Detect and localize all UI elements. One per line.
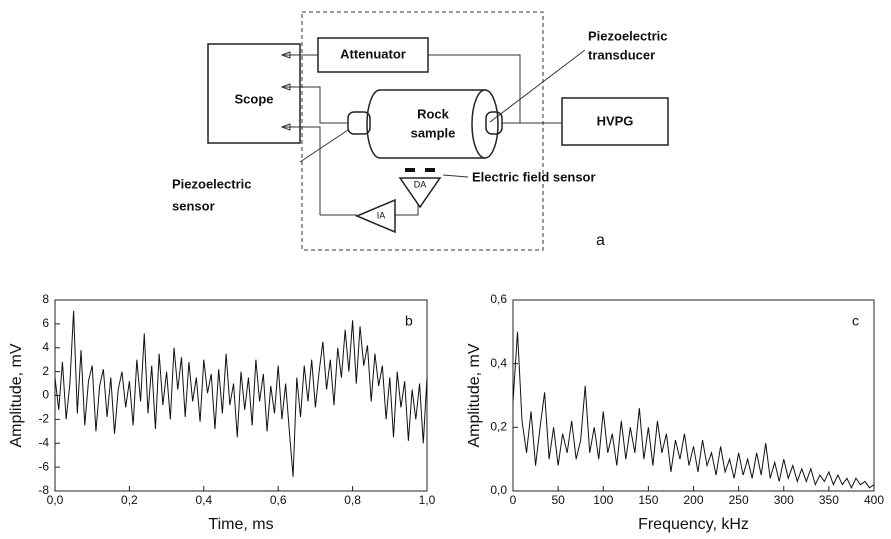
y-tick-label: -6 (38, 459, 49, 473)
x-tick-label: 0,6 (270, 493, 287, 507)
y-tick-label: -8 (38, 483, 49, 497)
wires (282, 54, 562, 216)
setup-diagram: Attenuator Scope Rock sample Piezoelectr… (172, 11, 669, 251)
ia-triangle (355, 198, 396, 234)
y-tick-label: -2 (38, 412, 49, 426)
ia-label: IA (377, 210, 386, 220)
field-sensor-label: Electric field sensor (472, 169, 596, 184)
arrows (280, 51, 291, 131)
scope-box (207, 43, 301, 144)
rock-cylinder-edge (471, 89, 486, 159)
x-tick-label: 200 (683, 493, 703, 507)
electrode (405, 168, 415, 172)
rock-label: Rock (417, 106, 450, 121)
x-tick-label: 300 (774, 493, 794, 507)
y-tick-label: 0 (42, 388, 49, 402)
y-tick-label: -4 (38, 435, 49, 449)
hvpg-label: HVPG (597, 113, 634, 128)
x-tick-label: 0,8 (344, 493, 361, 507)
da-label: DA (414, 179, 427, 189)
x-tick-label: 150 (638, 493, 658, 507)
attenuator-label: Attenuator (340, 46, 406, 61)
x-tick-label: 0,4 (195, 493, 212, 507)
signal-line (512, 331, 875, 489)
transducer-label: Piezoelectric (588, 28, 668, 43)
x-tick-label: 50 (551, 493, 565, 507)
sensor-label: sensor (172, 198, 215, 213)
electrode (425, 168, 435, 172)
y-tick-label: 8 (42, 292, 49, 306)
transducer-label: transducer (588, 47, 655, 62)
y-tick-label: 0,0 (490, 483, 507, 497)
y-axis-title: Amplitude, mV (8, 343, 25, 447)
x-axis-title: Time, ms (208, 516, 273, 533)
y-tick-label: 4 (42, 340, 49, 354)
x-tick-label: 250 (729, 493, 749, 507)
x-tick-label: 100 (593, 493, 613, 507)
enclosure (301, 11, 544, 251)
panel-label: c (852, 313, 859, 329)
y-tick-label: 0,4 (490, 356, 507, 370)
panel-label: a (596, 232, 605, 249)
y-tick-label: 0,2 (490, 420, 507, 434)
sensor-label: Piezoelectric (172, 176, 252, 191)
rock-label: sample (411, 125, 456, 140)
y-tick-label: 0,6 (490, 292, 507, 306)
x-axis-title: Frequency, kHz (638, 516, 749, 533)
y-tick-label: 6 (42, 316, 49, 330)
pointers (299, 49, 586, 178)
plot-frame (512, 299, 875, 492)
panel-label: b (405, 313, 413, 329)
x-tick-label: 0 (510, 493, 517, 507)
da-triangle (398, 177, 442, 209)
x-tick-label: 400 (864, 493, 884, 507)
x-tick-label: 350 (819, 493, 839, 507)
y-axis-title: Amplitude, mV (466, 343, 483, 447)
x-tick-label: 0,2 (121, 493, 138, 507)
y-tick-label: 2 (42, 364, 49, 378)
scope-label: Scope (234, 91, 273, 106)
signal-line (54, 310, 428, 477)
x-tick-label: 0,0 (47, 493, 64, 507)
hvpg-box (561, 97, 669, 146)
x-tick-label: 1,0 (419, 493, 436, 507)
rock-cylinder (366, 89, 499, 159)
